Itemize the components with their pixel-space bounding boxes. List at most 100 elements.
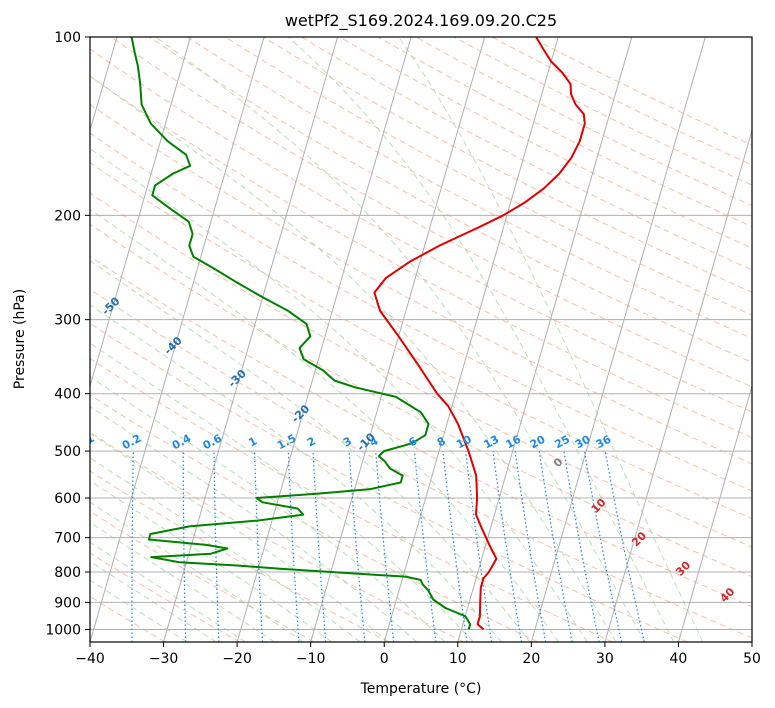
y-tick-label: 600 [54,491,81,507]
mixing-ratio-label: 13 [482,433,502,452]
x-tick-label: 40 [670,651,688,667]
background-grid [82,37,752,642]
mixing-ratio-line [348,451,366,642]
mixing-ratio-line [604,450,645,642]
theta-label: 30 [673,558,693,578]
mixing-ratio-label: 30 [573,433,593,452]
mixing-ratio-label: 2 [305,434,318,449]
moist-adiabat-line [90,208,559,642]
isotherm-line [310,37,486,642]
dry-adiabat-line [529,37,752,146]
isotherm-line [751,640,752,642]
isotherm-label: -70 [0,192,5,215]
isotherm-label: -30 [226,367,249,390]
isotherm-line [90,37,265,642]
moist-adiabat-line [90,457,361,642]
profile-lines [130,37,586,631]
mixing-ratio-line [538,451,573,642]
isotherm-line [90,37,191,389]
dewpoint-profile-line [130,37,472,630]
x-tick-label: −10 [296,651,326,667]
dry-adiabat-line [90,132,752,492]
moist-adiabat-line [90,579,188,642]
dry-adiabat-line [90,322,688,642]
mixing-ratio-label: 20 [528,433,548,452]
mixing-ratio-line [375,451,395,642]
x-axis-label: Temperature (°C) [360,681,482,697]
dry-adiabat-line [90,75,752,439]
moist-adiabat-line [90,432,389,642]
mixing-ratio-line [563,451,600,642]
moist-adiabat-line [90,560,217,642]
dry-adiabat-line [90,470,390,642]
temperature-profile-line [373,37,586,631]
y-tick-label: 100 [54,30,81,46]
mixing-ratio-label: 0.4 [170,432,194,453]
moist-adiabat-line [90,521,275,642]
mixing-ratio-label: 16 [504,433,524,452]
dry-adiabat-line [90,431,464,642]
y-tick-label: 400 [54,387,81,403]
dry-adiabat-line [90,595,166,642]
x-tick-label: −30 [149,651,179,667]
moist-adiabat-line [90,304,502,642]
y-tick-label: 700 [54,531,81,547]
moist-adiabat-line [90,480,332,642]
dry-adiabat-line [90,162,752,520]
plot-frame [89,36,753,643]
mixing-ratio-line [514,451,547,642]
moist-adiabat-line [155,37,646,642]
mixing-ratio-line [465,451,493,642]
mixing-ratio-line [82,451,87,642]
x-tick-label: −20 [222,651,252,667]
y-tick-label: 300 [54,313,81,329]
mixing-ratio-line [131,451,134,642]
dry-adiabat-line [90,288,752,639]
moist-adiabat-line [90,376,446,642]
mixing-ratio-label: 0.2 [120,432,143,453]
dry-adiabat-line [377,37,752,228]
chart-title: wetPf2_S169.2024.169.09.20.C25 [285,11,557,31]
y-tick-label: 200 [54,208,81,224]
mixing-ratio-label: 8 [435,434,448,449]
y-tick-label: 1000 [45,622,81,638]
mixing-ratio-label: 6 [406,434,419,449]
moist-adiabat-line [398,37,704,642]
dry-adiabat-line [263,37,752,293]
mixing-ratio-label: 3 [341,434,354,449]
mixing-ratio-line [253,451,264,642]
dry-adiabat-line [90,48,752,413]
x-tick-label: 50 [743,651,761,667]
mixing-ratio-line [492,451,523,642]
isotherm-line [677,384,752,642]
mixing-ratio-label: 0.1 [73,432,96,453]
x-tick-label: 10 [449,651,467,667]
isotherm-line [604,128,752,642]
mixing-ratio-label: 36 [594,433,614,452]
mixing-ratio-label: 10 [454,433,474,452]
mixing-ratio-label: 25 [552,433,572,452]
theta-label: 10 [589,496,609,516]
y-tick-label: 800 [54,565,81,581]
isotherm-line [383,37,559,642]
dry-adiabat-line [90,552,241,642]
dry-adiabat-line [187,37,752,340]
isotherm-line [236,37,412,642]
dry-adiabat-line [301,37,752,271]
isotherm-line [163,37,339,642]
x-tick-label: −40 [75,651,105,667]
isotherm-label: -20 [289,402,312,425]
dry-adiabat-line [90,192,752,548]
mixing-ratio-line [413,451,437,642]
moist-adiabat-line [90,260,531,642]
theta-label: 0 [551,455,566,470]
isotherm-line [530,37,706,642]
x-tick-label: 0 [380,651,389,667]
dry-adiabat-line [453,37,752,186]
moist-adiabat-line [287,37,675,642]
mixing-ratio-line [442,451,468,642]
isotherm-label: -10 [354,430,377,453]
moist-adiabat-line [90,147,588,642]
dry-adiabat-line [491,37,752,166]
